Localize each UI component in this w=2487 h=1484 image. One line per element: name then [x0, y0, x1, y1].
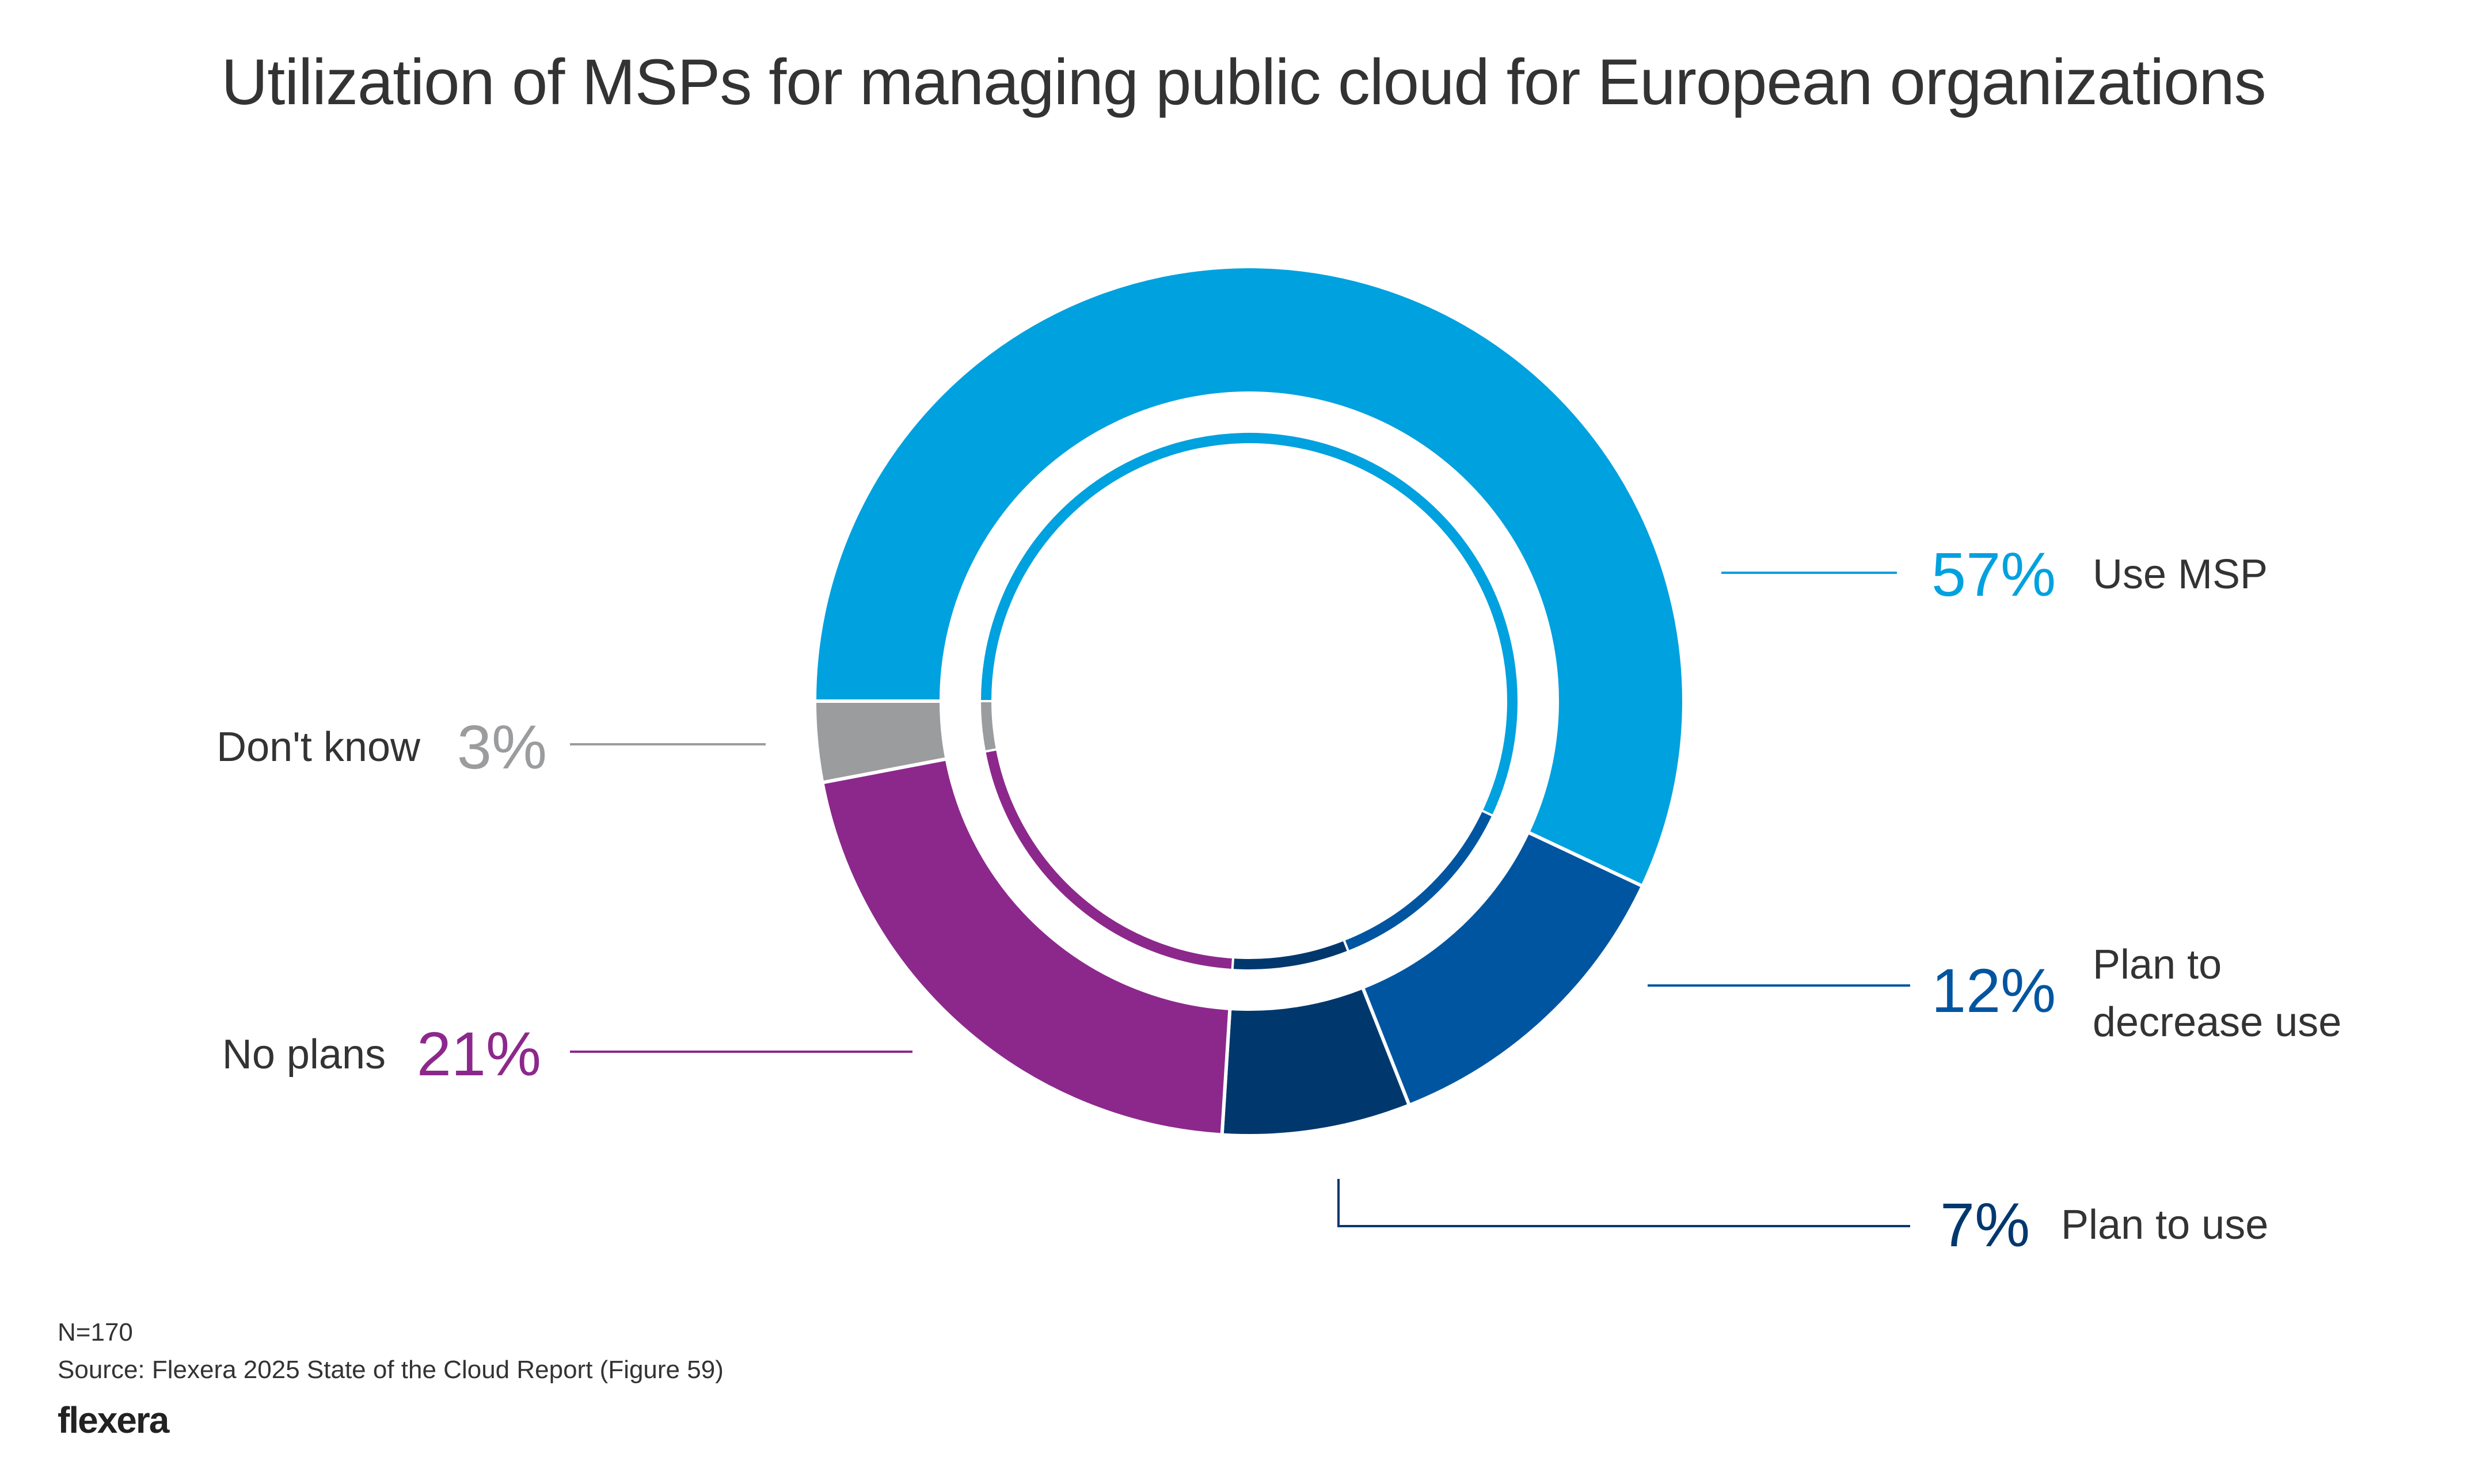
flexera-logo: flexera: [58, 1399, 169, 1441]
category-label-no-plans: No plans: [222, 1032, 386, 1078]
value-label-no-plans: 21%: [417, 1019, 541, 1089]
value-label-dont-know: 3%: [457, 712, 547, 782]
value-label-plan-to-use: 7%: [1940, 1190, 2030, 1260]
inner-ring-segment-4: [978, 700, 999, 754]
inner-ring: [978, 431, 1520, 972]
leader-line-plan-to-use: [1337, 1179, 1910, 1227]
inner-ring-segment-0: [978, 431, 1520, 817]
leader-lines: [570, 572, 1910, 1227]
category-label-plan-to-decrease-line2: decrease use: [2093, 999, 2341, 1045]
sample-size: N=170: [58, 1318, 133, 1346]
slice-don-t-know: [812, 699, 949, 785]
slice-plan-to-decrease-use: [1360, 829, 1645, 1108]
value-label-use-msp: 57%: [1931, 539, 2056, 609]
category-label-plan-to-use: Plan to use: [2061, 1202, 2268, 1248]
category-label-use-msp: Use MSP: [2093, 551, 2268, 598]
category-label-dont-know: Don't know: [216, 724, 421, 770]
donut-slices: [812, 265, 1686, 1137]
source-note: Source: Flexera 2025 State of the Cloud …: [58, 1356, 724, 1384]
value-label-plan-to-decrease: 12%: [1931, 956, 2056, 1025]
category-label-plan-to-decrease-line1: Plan to: [2093, 942, 2222, 988]
chart-title: Utilization of MSPs for managing public …: [221, 46, 2266, 118]
slice-no-plans: [820, 756, 1232, 1137]
slice-use-msp: [812, 265, 1686, 889]
inner-ring-segment-2: [1231, 938, 1350, 972]
data-labels: 57% Use MSP 12% Plan to decrease use 7% Plan t…: [216, 539, 2341, 1260]
